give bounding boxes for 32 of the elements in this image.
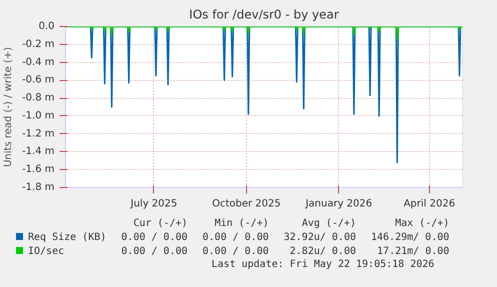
text: 0.00 / 0.00 xyxy=(202,231,270,245)
text: Cur (-/+) xyxy=(132,217,189,231)
text: 0.00 / 0.00 xyxy=(120,231,189,245)
line-series xyxy=(66,26,462,41)
y-tick-label: -0.4 m xyxy=(22,56,55,68)
text: Min (-/+) xyxy=(214,217,270,231)
y-tick-label: -1.8 m xyxy=(22,182,55,193)
text: 17.21m/ 0.00 xyxy=(376,245,450,259)
x-tick-label: January 2026 xyxy=(304,198,372,210)
y-tick-label: -0.8 m xyxy=(22,92,55,104)
text: 0.00 / 0.00 xyxy=(202,245,270,259)
legend-label: Req Size (KB) xyxy=(27,231,108,245)
y-tick-label: -1.2 m xyxy=(22,128,55,140)
y-tick-label: -1.4 m xyxy=(22,146,55,158)
y-tick-label: 0.0 xyxy=(38,21,55,32)
y-tick-label: -1.6 m xyxy=(22,164,55,176)
y-tick-label: -0.2 m xyxy=(22,38,55,50)
x-tick-label: April 2026 xyxy=(404,198,456,210)
y-tick-label: -0.6 m xyxy=(22,74,55,86)
x-tick-label: October 2025 xyxy=(212,198,281,210)
y-axis-title: Units read (-) / write (+) xyxy=(3,46,14,168)
legend-label: IO/sec xyxy=(27,245,66,259)
text: 2.82u/ 0.00 xyxy=(288,245,357,259)
text: Avg (-/+) xyxy=(300,217,357,231)
y-tick-label: -1.0 m xyxy=(22,110,55,122)
x-tick-label: July 2025 xyxy=(130,198,178,210)
text: 0.00 / 0.00 xyxy=(120,245,189,259)
text: 146.29m/ 0.00 xyxy=(370,231,450,245)
text: Max (-/+) xyxy=(394,217,450,231)
chart-title: IOs for /dev/sr0 - by year xyxy=(189,8,339,22)
text: Last update: Fri May 22 19:05:18 2026 xyxy=(210,259,436,271)
text: 32.92u/ 0.00 xyxy=(282,231,357,245)
